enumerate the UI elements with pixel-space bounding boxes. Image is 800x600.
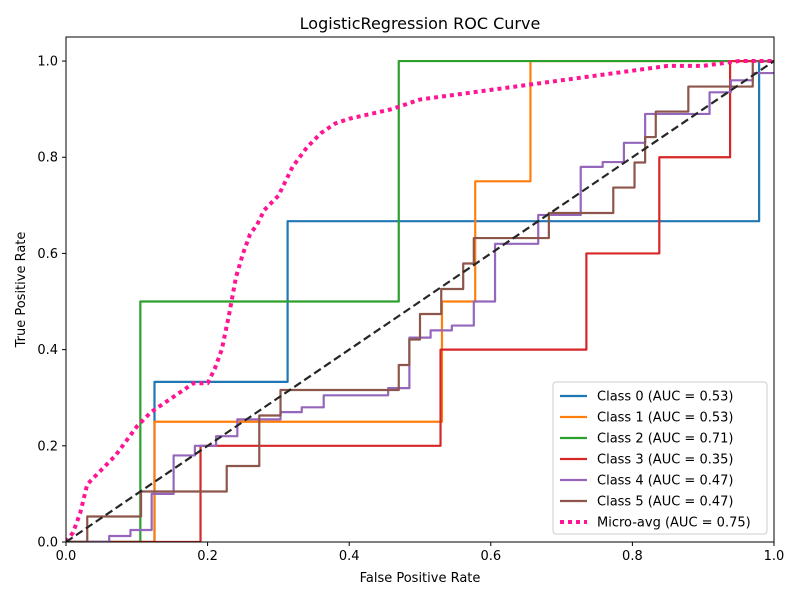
- series-line-3: [66, 59, 774, 542]
- x-tick-label: 1.0: [764, 549, 785, 564]
- x-axis-label: False Positive Rate: [360, 571, 481, 586]
- legend-label-1: Class 1 (AUC = 0.53): [597, 411, 733, 426]
- y-tick-label: 0.8: [37, 151, 58, 166]
- axes-frame: [65, 36, 775, 543]
- x-axis-ticks: 0.0 0.2 0.4 0.6 0.8 1.0: [56, 542, 785, 564]
- y-axis-ticks: 0.0 0.2 0.4 0.6 0.8 1.0: [37, 55, 66, 551]
- x-tick-label: 0.4: [339, 549, 360, 564]
- series-line-5: [66, 59, 774, 542]
- y-axis-label: True Positive Rate: [14, 232, 29, 349]
- chance-line: [66, 60, 774, 542]
- y-tick-label: 0.4: [37, 343, 58, 358]
- plot-area: [66, 59, 774, 542]
- series-line-1: [66, 59, 774, 542]
- series-line-6: [66, 59, 774, 542]
- legend-label-0: Class 0 (AUC = 0.53): [597, 390, 733, 405]
- y-tick-label: 0.6: [37, 247, 58, 262]
- legend-label-5: Class 5 (AUC = 0.47): [597, 495, 733, 510]
- x-tick-label: 0.0: [56, 549, 77, 564]
- legend-label-4: Class 4 (AUC = 0.47): [597, 474, 733, 489]
- chart-title: LogisticRegression ROC Curve: [300, 14, 541, 33]
- legend-label-2: Class 2 (AUC = 0.71): [597, 432, 733, 447]
- series-layer: [66, 59, 774, 542]
- y-tick-label: 1.0: [37, 55, 58, 70]
- legend-label-6: Micro-avg (AUC = 0.75): [597, 516, 751, 531]
- legend: Class 0 (AUC = 0.53) Class 1 (AUC = 0.53)…: [552, 381, 768, 535]
- y-tick-label: 0.0: [37, 536, 58, 551]
- legend-box: [552, 381, 768, 535]
- legend-label-3: Class 3 (AUC = 0.35): [597, 453, 733, 468]
- x-tick-label: 0.8: [622, 549, 643, 564]
- x-tick-label: 0.6: [480, 549, 501, 564]
- series-line-2: [66, 59, 774, 542]
- x-tick-label: 0.2: [197, 549, 218, 564]
- y-tick-label: 0.2: [37, 439, 58, 454]
